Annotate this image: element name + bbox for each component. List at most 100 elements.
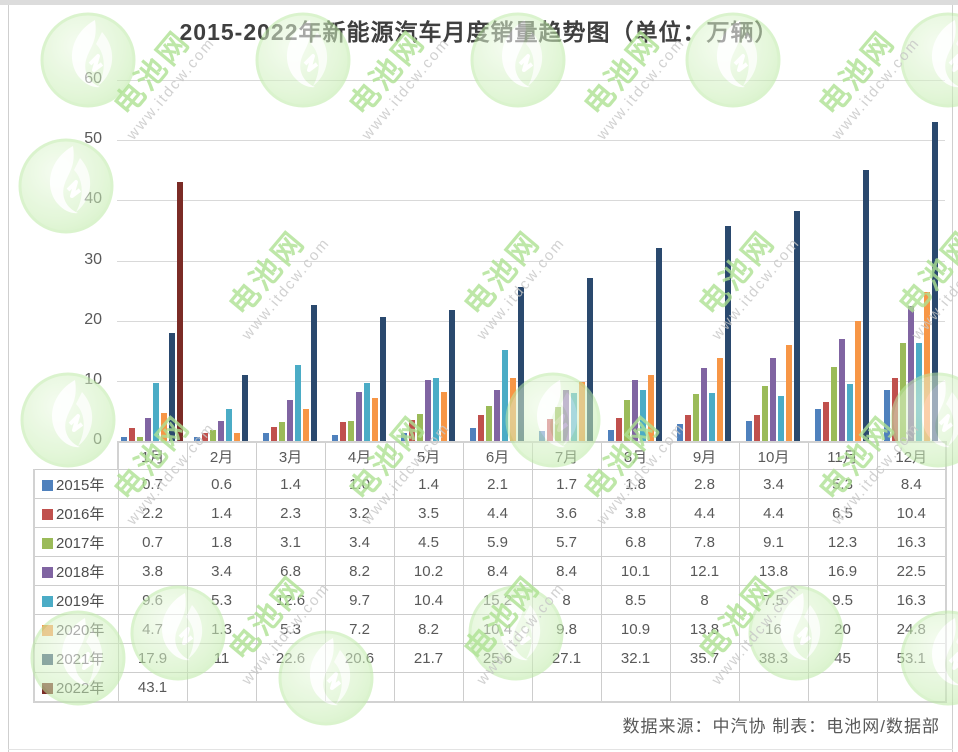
value-cell: 32.1: [600, 643, 671, 673]
value-cell: 8: [669, 585, 740, 615]
bar-2019年-7月: [570, 393, 577, 441]
value-cell: 3.4: [738, 469, 809, 499]
bar-2016年-7月: [546, 419, 553, 441]
value-cell: 4.5: [393, 527, 464, 557]
value-cell: 1.8: [600, 469, 671, 499]
value-cell: [876, 672, 947, 703]
value-cell: 9.8: [531, 614, 602, 644]
y-axis-tick-label: 30: [84, 251, 102, 268]
bar-group-3月: [255, 80, 324, 441]
value-cell: 22.5: [876, 556, 947, 586]
bar-group-7月: [531, 80, 600, 441]
bar-group-6月: [462, 80, 531, 441]
value-cell: 24.8: [876, 614, 947, 644]
window-bottom-edge: [8, 749, 953, 750]
bar-2019年-12月: [915, 343, 922, 441]
year-legend-cell: 2020年: [33, 614, 119, 644]
table-row-2020年: 2020年 4.7 1.3 5.3 7.2 8.2 10.4 9.8 10.9 13.8 16 20 2…: [33, 614, 947, 644]
value-cell: 6.8: [600, 527, 671, 557]
bar-2021年-3月: [310, 305, 317, 441]
year-legend-cell: 2022年: [33, 672, 119, 703]
bar-2020年-11月: [854, 321, 861, 441]
plot-area: [117, 80, 945, 442]
table-row-2016年: 2016年 2.2 1.4 2.3 3.2 3.5 4.4 3.6 3.8 4.4 4.4 6.5 10…: [33, 498, 947, 528]
gridline: [117, 140, 945, 141]
bar-2018年-3月: [286, 400, 293, 441]
bar-2017年-11月: [830, 367, 837, 441]
bar-2017年-2月: [209, 430, 216, 441]
month-header-cell: 7月: [531, 441, 602, 470]
value-cell: 1.8: [186, 527, 257, 557]
bar-2019年-10月: [777, 396, 784, 441]
bar-2020年-6月: [509, 378, 516, 441]
bar-2016年-12月: [891, 378, 898, 441]
value-cell: 2.2: [117, 498, 188, 528]
value-cell: 9.7: [324, 585, 395, 615]
bar-groups: [117, 80, 945, 441]
value-cell: 20: [807, 614, 878, 644]
value-cell: 35.7: [669, 643, 740, 673]
bar-2021年-4月: [379, 317, 386, 441]
value-cell: 13.8: [669, 614, 740, 644]
bar-2020年-9月: [716, 358, 723, 441]
value-cell: 21.7: [393, 643, 464, 673]
bar-chart: 0 10 20 30 40 50 60: [84, 70, 945, 448]
value-cell: 16.3: [876, 527, 947, 557]
value-cell: 5.3: [255, 614, 326, 644]
bar-2019年-9月: [708, 393, 715, 441]
gridline: [117, 321, 945, 322]
bar-2016年-11月: [822, 402, 829, 441]
bar-group-9月: [669, 80, 738, 441]
value-cell: 8.2: [324, 556, 395, 586]
bar-2017年-5月: [416, 414, 423, 441]
table-row-2019年: 2019年 9.6 5.3 12.6 9.7 10.4 15.2 8 8.5 8 7.5 9.5 16.…: [33, 585, 947, 615]
bar-2019年-3月: [294, 365, 301, 441]
bar-2021年-2月: [241, 375, 248, 441]
value-cell: 9.1: [738, 527, 809, 557]
value-cell: 6.8: [255, 556, 326, 586]
bar-2016年-9月: [684, 415, 691, 441]
year-legend-cell: 2019年: [33, 585, 119, 615]
value-cell: 4.4: [462, 498, 533, 528]
bar-2018年-11月: [838, 339, 845, 441]
bar-2017年-8月: [623, 400, 630, 441]
value-cell: 7.2: [324, 614, 395, 644]
value-cell: 10.4: [393, 585, 464, 615]
bar-2021年-7月: [586, 278, 593, 441]
value-cell: 8.5: [600, 585, 671, 615]
legend-swatch-icon: [42, 653, 53, 665]
month-header-cell: 12月: [876, 441, 947, 470]
year-legend-cell: 2021年: [33, 643, 119, 673]
bar-2021年-9月: [724, 226, 731, 441]
bar-2015年-3月: [262, 433, 269, 441]
year-legend-cell: 2018年: [33, 556, 119, 586]
y-axis-tick-label: 20: [84, 311, 102, 328]
bar-2019年-2月: [225, 409, 232, 441]
bar-2017年-7月: [554, 407, 561, 441]
year-legend-cell: 2015年: [33, 469, 119, 499]
value-cell: 2.1: [462, 469, 533, 499]
value-cell: 12.1: [669, 556, 740, 586]
value-cell: [669, 672, 740, 703]
bar-2016年-6月: [477, 415, 484, 441]
y-axis-tick-label: 10: [84, 371, 102, 388]
bar-2018年-6月: [493, 390, 500, 441]
bar-2018年-10月: [769, 358, 776, 441]
y-axis-tick-label: 50: [84, 130, 102, 147]
bar-2016年-8月: [615, 418, 622, 441]
bar-2020年-10月: [785, 345, 792, 441]
window-top-edge: [0, 0, 958, 5]
value-cell: 1.4: [186, 498, 257, 528]
bar-2021年-6月: [517, 287, 524, 441]
table-row-2022年: 2022年 43.1: [33, 672, 947, 703]
bar-2015年-5月: [400, 433, 407, 441]
bar-2015年-12月: [883, 390, 890, 441]
value-cell: 25.6: [462, 643, 533, 673]
value-cell: [738, 672, 809, 703]
bar-2018年-5月: [424, 380, 431, 441]
value-cell: 1.7: [531, 469, 602, 499]
value-cell: 53.1: [876, 643, 947, 673]
bar-2020年-3月: [302, 409, 309, 441]
window-left-edge: [8, 5, 9, 752]
value-cell: 5.3: [186, 585, 257, 615]
